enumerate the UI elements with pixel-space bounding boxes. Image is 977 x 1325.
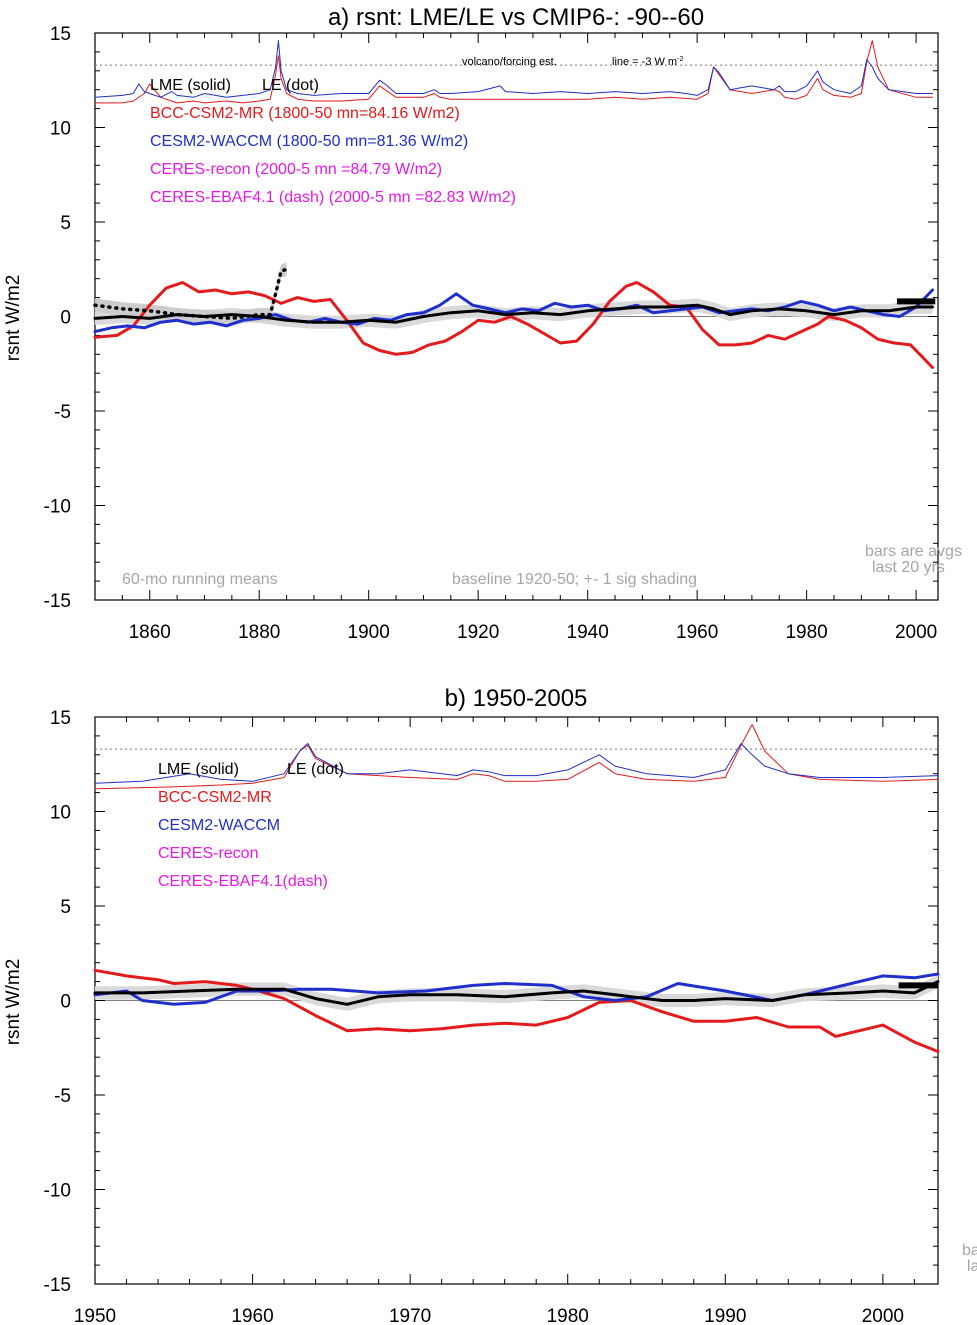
panel-b-legend-ceres-recon: CERES-recon — [158, 845, 258, 862]
panel-a-note-baseline: baseline 1920-50; +- 1 sig shading — [452, 571, 697, 588]
panel-a-ytick-label: 10 — [50, 119, 71, 140]
panel-b-note-bars: ba — [962, 1242, 977, 1259]
panel-a-line-note-text: line = -3 W m — [612, 56, 677, 68]
panel-a-ylabel: rsnt W/m2 — [3, 275, 24, 362]
panel-a-volcano-note: volcano/forcing est. — [462, 56, 557, 68]
panel-b-ytick-label: -5 — [54, 1086, 71, 1107]
panel-a-xtick-label: 1920 — [457, 622, 499, 643]
panel-a-xtick-label: 1900 — [348, 622, 390, 643]
panel-a-note-last20: last 20 yrs — [872, 559, 945, 576]
panel-b-xtick-label: 1960 — [231, 1306, 273, 1325]
panel-a: 15 10 5 0 -5 -10 -15 1860 1880 1900 1920 1940 1960 19… — [3, 4, 962, 643]
panel-b-legend: LME (solid) LE (dot) BCC-CSM2-MR CESM2-W… — [158, 761, 344, 890]
panel-a-xtick-label: 1860 — [129, 622, 171, 643]
panel-b-legend-bcc: BCC-CSM2-MR — [158, 789, 272, 806]
panel-b-ytick-label: -15 — [44, 1275, 71, 1296]
panel-a-legend-cesm: CESM2-WACCM (1800-50 mn=81.36 W/m2) — [150, 133, 468, 150]
panel-a-xtick-label: 1940 — [567, 622, 609, 643]
panel-a-legend: LME (solid) LE (dot) BCC-CSM2-MR (1800-5… — [150, 77, 516, 206]
panel-b-ylabel: rsnt W/m2 — [3, 959, 24, 1046]
panel-a-legend-le: LE (dot) — [262, 77, 319, 94]
panel-b-series-lme — [93, 980, 940, 1006]
panel-a-ytick-label: 15 — [50, 24, 71, 45]
panel-a-line-note-sup: -2 — [677, 56, 683, 63]
panel-b-series-volcano-cesm — [94, 743, 939, 784]
panel-a-note-bars: bars are avgs — [865, 543, 962, 560]
panel-a-series-bcc-csm2-mr — [93, 281, 934, 369]
panel-a-ytick-label: -10 — [44, 497, 71, 518]
panel-b-ytick-label: 15 — [50, 708, 71, 729]
panel-a-title: a) rsnt: LME/LE vs CMIP6-: -90--60 — [328, 4, 704, 31]
panel-b-legend-cesm: CESM2-WACCM — [158, 817, 280, 834]
panel-a-legend-lme: LME (solid) — [150, 77, 231, 94]
panel-a-xtick-label: 1980 — [785, 622, 827, 643]
panel-b-legend-le: LE (dot) — [287, 761, 344, 778]
panel-a-legend-bcc: BCC-CSM2-MR (1800-50 mn=84.16 W/m2) — [150, 105, 460, 122]
panel-b-series-volcano-bcc — [94, 724, 939, 790]
panel-a-series-lme — [93, 303, 934, 324]
panel-a-line-note: line = -3 W m-2 — [612, 56, 683, 68]
panel-b-legend-lme: LME (solid) — [158, 761, 239, 778]
panel-b-xtick-label: 1970 — [389, 1306, 431, 1325]
panel-b-note-last: la — [967, 1258, 977, 1275]
panel-a-ytick-label: -5 — [54, 402, 71, 423]
panel-b-legend-ceres-ebaf: CERES-EBAF4.1(dash) — [158, 873, 328, 890]
panel-a-legend-ceres-recon: CERES-recon (2000-5 mn =84.79 W/m2) — [150, 161, 442, 178]
panel-b-xtick-label: 1990 — [704, 1306, 746, 1325]
panel-a-ytick-label: 5 — [60, 213, 71, 234]
panel-b-ytick-label: 0 — [60, 992, 71, 1013]
panel-a-series-volcano-cesm — [94, 40, 933, 98]
panel-b-xtick-label: 1980 — [547, 1306, 589, 1325]
panel-b-ytick-label: 10 — [50, 803, 71, 824]
panel-a-series-volcano-bcc — [94, 40, 933, 104]
panel-a-note-running-means: 60-mo running means — [122, 571, 278, 588]
panel-b-xtick-label: 2000 — [862, 1306, 904, 1325]
panel-a-legend-ceres-ebaf: CERES-EBAF4.1 (dash) (2000-5 mn =82.83 W… — [150, 189, 516, 206]
panel-a-xtick-label: 1880 — [238, 622, 280, 643]
panel-b-series-bcc-csm2-mr — [93, 968, 940, 1053]
panel-a-series-le — [93, 267, 289, 321]
panel-b-lme-shading — [95, 975, 938, 1011]
panel-b-xtick-label: 1950 — [74, 1306, 116, 1325]
panel-b-ytick-label: -10 — [44, 1181, 71, 1202]
panel-b-title: b) 1950-2005 — [445, 685, 588, 712]
panel-a-ytick-label: 0 — [60, 308, 71, 329]
panel-a-xtick-label: 1960 — [676, 622, 718, 643]
panel-b-ytick-label: 5 — [60, 897, 71, 918]
panel-a-ytick-label: -15 — [44, 591, 71, 612]
panel-a-plot: 15 10 5 0 -5 -10 -15 1860 1880 1900 1920 1940 1960 19… — [44, 24, 939, 643]
panel-a-series-cesm2-waccm — [93, 288, 934, 334]
panel-a-xtick-label: 2000 — [895, 622, 937, 643]
